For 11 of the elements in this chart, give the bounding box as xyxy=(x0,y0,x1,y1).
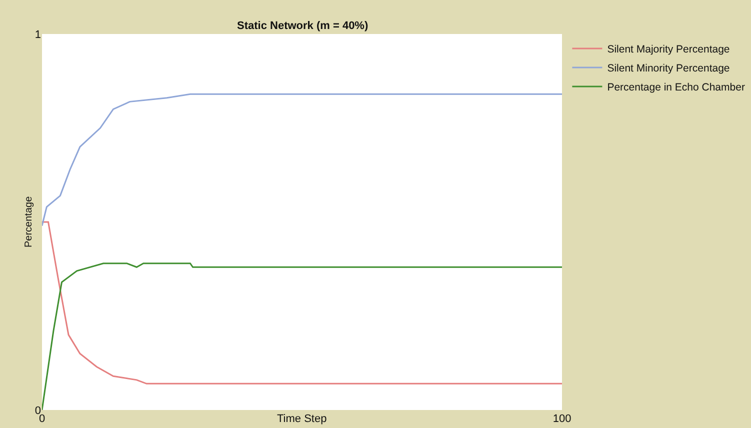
line-series xyxy=(42,221,562,384)
y-tick-label: 1 xyxy=(34,28,41,41)
legend-label: Percentage in Echo Chamber xyxy=(607,82,746,94)
x-tick-label: 100 xyxy=(552,413,572,425)
x-axis-title: Time Step xyxy=(277,413,327,425)
legend-label: Silent Majority Percentage xyxy=(607,44,730,56)
line-series xyxy=(42,93,562,227)
y-axis-title: Percentage xyxy=(24,196,34,248)
legend-label: Silent Minority Percentage xyxy=(607,62,730,75)
chart-title: Static Network (m = 40%) xyxy=(237,20,368,32)
line-series xyxy=(42,262,562,410)
